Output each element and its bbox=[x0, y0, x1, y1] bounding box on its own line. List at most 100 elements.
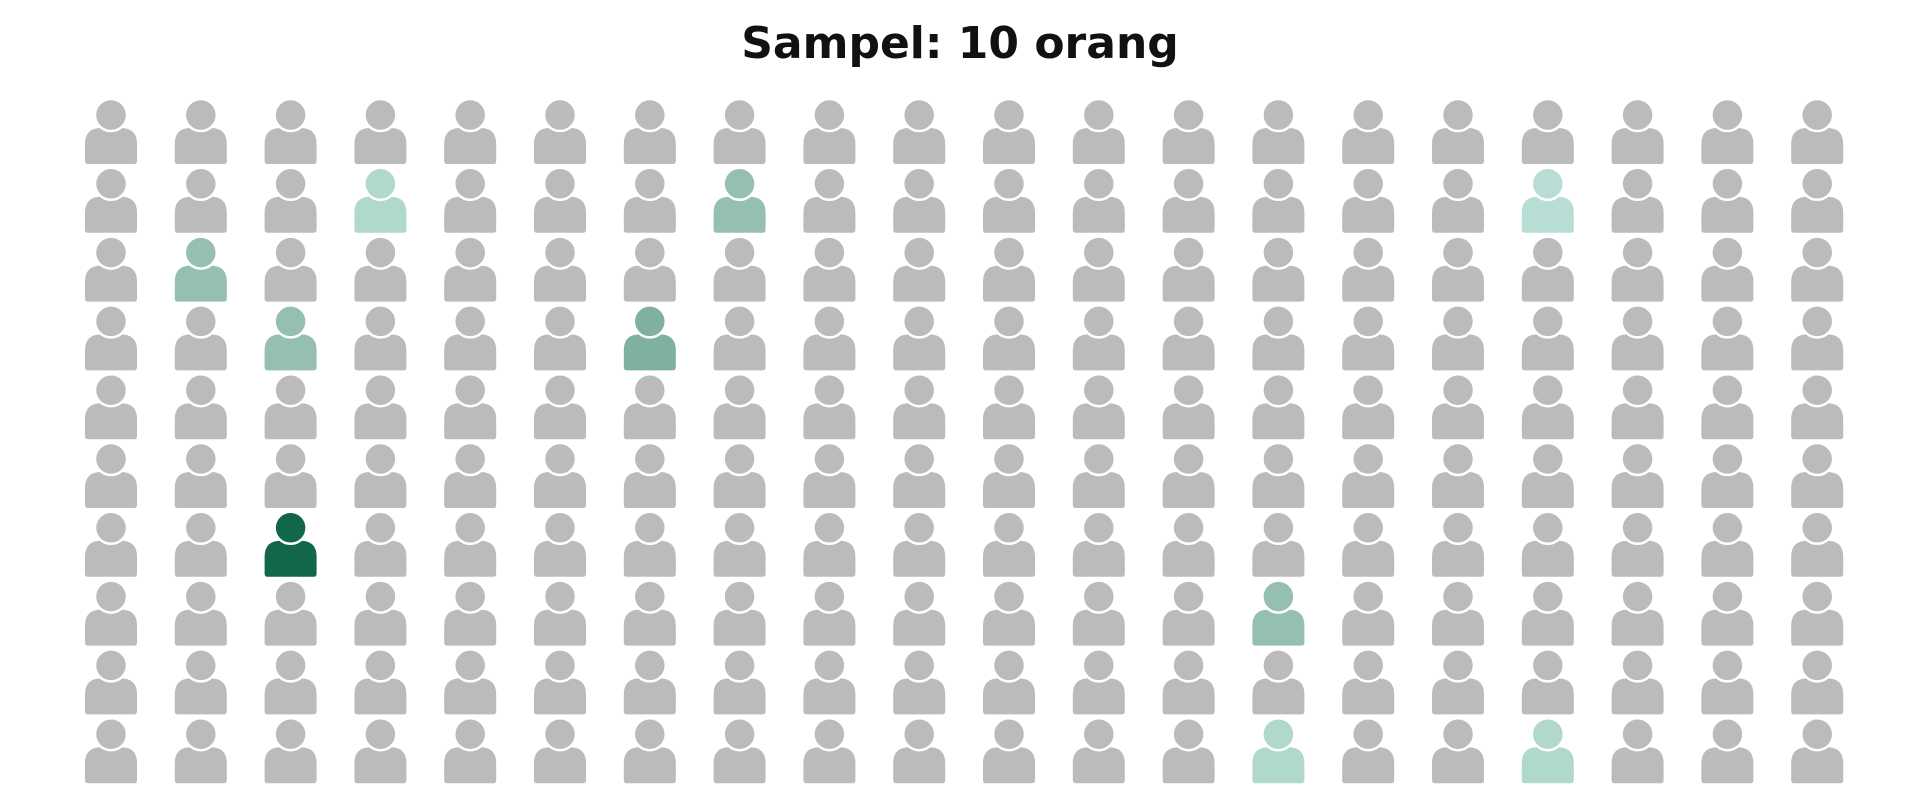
person-icon bbox=[711, 304, 768, 373]
highlighted-person bbox=[172, 235, 229, 304]
person-body bbox=[1070, 745, 1127, 786]
person-icon bbox=[1070, 372, 1127, 442]
person-head bbox=[1710, 579, 1745, 614]
person-icon bbox=[891, 579, 948, 648]
person-body bbox=[981, 126, 1037, 166]
person-head bbox=[363, 372, 398, 408]
person-icon bbox=[352, 304, 409, 373]
person-body bbox=[1789, 607, 1846, 648]
person-body bbox=[532, 332, 588, 373]
person-body bbox=[172, 676, 229, 717]
person-body bbox=[1609, 194, 1666, 235]
person-body bbox=[83, 126, 139, 166]
person-icon bbox=[1699, 235, 1756, 304]
person-body bbox=[891, 538, 948, 579]
person-icon bbox=[1789, 372, 1846, 442]
person-head bbox=[1710, 716, 1745, 752]
person-body bbox=[1160, 745, 1217, 786]
person-head bbox=[542, 372, 578, 408]
person-head bbox=[1350, 441, 1386, 477]
person-head bbox=[273, 510, 308, 546]
person-head bbox=[1440, 166, 1476, 202]
person-body bbox=[1699, 194, 1756, 235]
person-icon bbox=[262, 579, 319, 648]
person-head bbox=[1440, 648, 1476, 683]
person-head bbox=[1799, 304, 1835, 339]
person-icon bbox=[172, 441, 229, 510]
person-body bbox=[1430, 745, 1486, 786]
person-head bbox=[632, 304, 668, 339]
person-head bbox=[1171, 166, 1206, 202]
person-head bbox=[1171, 510, 1206, 546]
person-head bbox=[722, 579, 757, 614]
person-icon bbox=[1340, 235, 1397, 304]
person-body bbox=[981, 470, 1037, 510]
person-head bbox=[1350, 304, 1386, 339]
person-head bbox=[1350, 235, 1386, 270]
person-icon bbox=[1519, 510, 1576, 579]
person-body bbox=[352, 332, 409, 373]
person-head bbox=[452, 579, 488, 614]
person-body bbox=[711, 470, 768, 510]
highlighted-person bbox=[1519, 716, 1576, 786]
person-icon bbox=[891, 235, 948, 304]
person-body bbox=[262, 263, 319, 304]
icon-grid bbox=[83, 97, 1846, 786]
person-body bbox=[262, 126, 319, 166]
person-body bbox=[1699, 607, 1756, 648]
person-icon bbox=[891, 716, 948, 786]
person-body bbox=[1250, 263, 1307, 304]
person-head bbox=[1530, 510, 1566, 546]
person-head bbox=[1081, 441, 1117, 477]
person-head bbox=[452, 648, 488, 683]
person-head bbox=[1530, 579, 1566, 614]
person-head bbox=[722, 648, 757, 683]
person-body bbox=[891, 745, 948, 786]
person-icon bbox=[1070, 166, 1127, 235]
person-icon bbox=[1430, 97, 1486, 166]
person-body bbox=[621, 401, 678, 442]
person-body bbox=[891, 676, 948, 717]
person-body bbox=[1609, 745, 1666, 786]
person-icon bbox=[1340, 648, 1397, 717]
person-body bbox=[801, 745, 858, 786]
highlighted-person bbox=[711, 166, 768, 235]
person-body bbox=[801, 332, 858, 373]
person-head bbox=[632, 648, 668, 683]
person-head bbox=[1261, 166, 1296, 202]
person-head bbox=[93, 510, 129, 546]
person-body bbox=[1070, 538, 1127, 579]
person-head bbox=[1261, 441, 1296, 477]
person-icon bbox=[1160, 510, 1217, 579]
person-head bbox=[183, 441, 219, 477]
title: Sampel: 10 orang bbox=[741, 18, 1179, 69]
person-body bbox=[1430, 194, 1486, 235]
person-head bbox=[1171, 372, 1206, 408]
person-head bbox=[183, 579, 219, 614]
person-body bbox=[1609, 470, 1666, 510]
person-head bbox=[183, 235, 219, 270]
person-icon bbox=[621, 579, 678, 648]
person-head bbox=[363, 97, 398, 133]
person-icon bbox=[1430, 510, 1486, 579]
person-icon bbox=[1250, 510, 1307, 579]
person-body bbox=[442, 332, 499, 373]
person-body bbox=[1789, 126, 1846, 166]
person-head bbox=[632, 579, 668, 614]
person-icon bbox=[1340, 372, 1397, 442]
person-head bbox=[363, 441, 398, 477]
person-head bbox=[93, 441, 129, 477]
person-icon bbox=[1340, 304, 1397, 373]
person-body bbox=[442, 263, 499, 304]
person-icon bbox=[1519, 579, 1576, 648]
person-icon bbox=[172, 304, 229, 373]
person-icon bbox=[1340, 97, 1397, 166]
person-body bbox=[352, 401, 409, 442]
person-body bbox=[83, 263, 139, 304]
person-icon bbox=[1160, 97, 1217, 166]
person-body bbox=[172, 126, 229, 166]
person-icon bbox=[262, 97, 319, 166]
person-head bbox=[452, 304, 488, 339]
person-head bbox=[1171, 304, 1206, 339]
